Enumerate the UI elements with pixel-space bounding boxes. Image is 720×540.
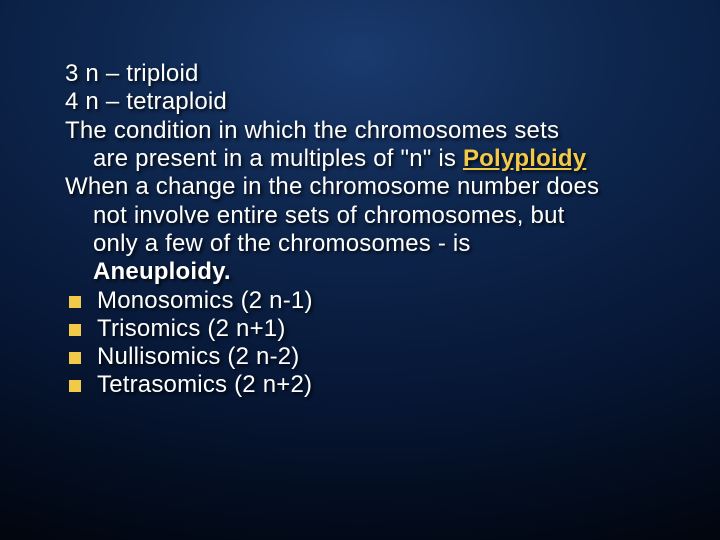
bullet-square-icon — [69, 296, 81, 308]
bullet-square-icon — [69, 380, 81, 392]
line-tetraploid: 4 n – tetraploid — [65, 88, 670, 116]
line-aneuploidy-3: only a few of the chromosomes - is — [65, 230, 670, 258]
bullet-item-monosomics: Monosomics (2 n-1) — [65, 287, 670, 315]
bullet-item-tetrasomics: Tetrasomics (2 n+2) — [65, 371, 670, 399]
line-aneuploidy-1: When a change in the chromosome number d… — [65, 173, 670, 201]
bullet-label: Tetrasomics (2 n+2) — [97, 371, 312, 399]
bullet-item-trisomics: Trisomics (2 n+1) — [65, 315, 670, 343]
bullet-label: Nullisomics (2 n-2) — [97, 343, 300, 371]
line-polyploidy-2: are present in a multiples of "n" is Pol… — [65, 145, 670, 173]
bullet-square-icon — [69, 352, 81, 364]
line-aneuploidy-2: not involve entire sets of chromosomes, … — [65, 202, 670, 230]
highlight-polyploidy: Polyploidy — [463, 145, 586, 172]
bullet-square-icon — [69, 324, 81, 336]
bullet-label: Monosomics (2 n-1) — [97, 287, 313, 315]
line-aneuploidy-term: Aneuploidy. — [65, 258, 670, 286]
line-polyploidy-2-text: are present in a multiples of "n" is — [93, 145, 463, 172]
slide-body: 3 n – triploid 4 n – tetraploid The cond… — [0, 0, 720, 440]
bullet-label: Trisomics (2 n+1) — [97, 315, 286, 343]
line-triploid: 3 n – triploid — [65, 60, 670, 88]
bullet-item-nullisomics: Nullisomics (2 n-2) — [65, 343, 670, 371]
line-polyploidy-1: The condition in which the chromosomes s… — [65, 117, 670, 145]
